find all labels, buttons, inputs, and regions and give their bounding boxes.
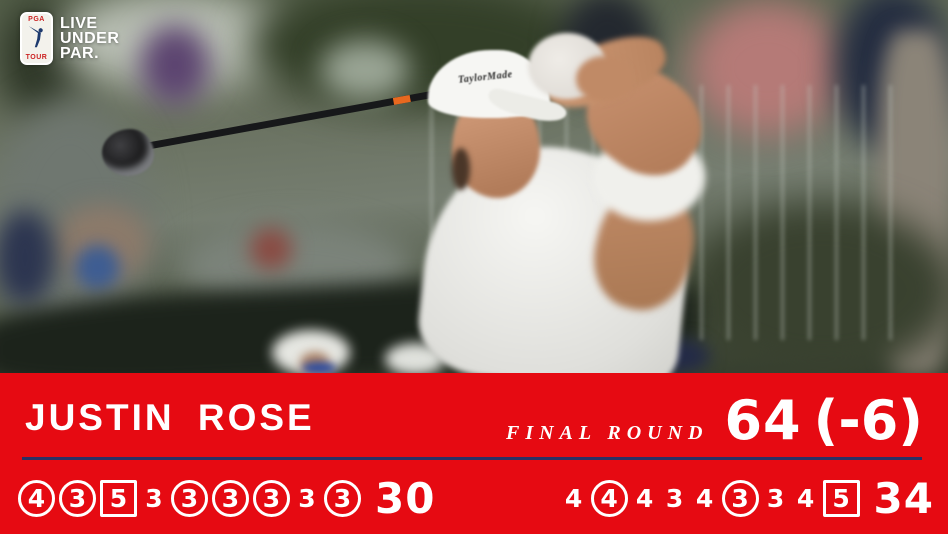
brand-lockup: PGA TOUR LIVE UNDER PAR. [20, 12, 119, 65]
round-score: 64 [724, 388, 802, 452]
hole-score-15: 3 [721, 479, 759, 517]
scorecard-row: 4 3 5 3 3 3 3 3 3 30 4 4 4 3 4 3 3 4 5 [18, 471, 934, 525]
live-under-par-tagline: LIVE UNDER PAR. [60, 15, 120, 62]
hole-score-6: 3 [212, 479, 249, 517]
blur-blob [250, 228, 292, 270]
hole-score-2: 3 [59, 479, 96, 517]
hole-score-3: 5 [100, 479, 137, 517]
blur-blob [320, 40, 410, 100]
blur-blob [0, 210, 55, 305]
round-score-group: FINAL ROUND 64 (-6) [506, 379, 923, 452]
player-name: JUSTIN ROSE [25, 397, 315, 438]
spectator-sunglasses [302, 362, 336, 373]
golfer-photo: TaylorMade PGA TOUR LIVE UNDER PAR. [0, 0, 948, 373]
front-nine-total: 30 [375, 473, 436, 523]
score-to-par: (-6) [813, 388, 923, 452]
tagline-line: UNDER [60, 30, 120, 47]
pga-logo-text: PGA [28, 16, 45, 23]
round-label: FINAL ROUND [505, 421, 709, 444]
hole-score-7: 3 [253, 479, 290, 517]
golfer-hands [576, 56, 632, 102]
pga-tour-logo: PGA TOUR [20, 12, 53, 65]
banner-header-row: JUSTIN ROSE FINAL ROUND 64 (-6) [0, 373, 948, 457]
hole-score-14: 4 [695, 483, 714, 513]
golfer-sideburn [452, 148, 470, 190]
banner-divider-line [22, 457, 922, 460]
hole-score-4: 3 [145, 483, 163, 513]
hole-score-5: 3 [171, 479, 208, 517]
front-nine: 4 3 5 3 3 3 3 3 3 30 [18, 474, 435, 523]
blur-blob [690, 0, 845, 135]
tagline-line: PAR. [60, 45, 100, 62]
hole-score-12: 4 [635, 483, 654, 513]
hole-score-9: 3 [324, 479, 361, 517]
hole-score-10: 4 [564, 483, 583, 513]
club-head [102, 129, 154, 176]
tagline-line: LIVE [60, 15, 98, 32]
tour-logo-text: TOUR [25, 54, 48, 61]
hole-score-16: 3 [766, 483, 785, 513]
golfer-silhouette-icon [28, 25, 43, 47]
hole-score-18: 5 [822, 479, 860, 517]
score-banner: JUSTIN ROSE FINAL ROUND 64 (-6) 4 3 5 3 … [0, 373, 948, 534]
blur-blob [140, 25, 210, 105]
hole-score-1: 4 [18, 479, 55, 517]
back-nine: 4 4 4 3 4 3 3 4 5 34 [561, 474, 934, 523]
blur-blob [75, 245, 120, 290]
back-nine-total: 34 [873, 473, 934, 523]
hole-score-8: 3 [298, 483, 316, 513]
blur-blob [690, 205, 948, 373]
hole-score-11: 4 [590, 479, 628, 517]
hole-score-17: 4 [796, 483, 815, 513]
hole-score-13: 3 [665, 483, 684, 513]
